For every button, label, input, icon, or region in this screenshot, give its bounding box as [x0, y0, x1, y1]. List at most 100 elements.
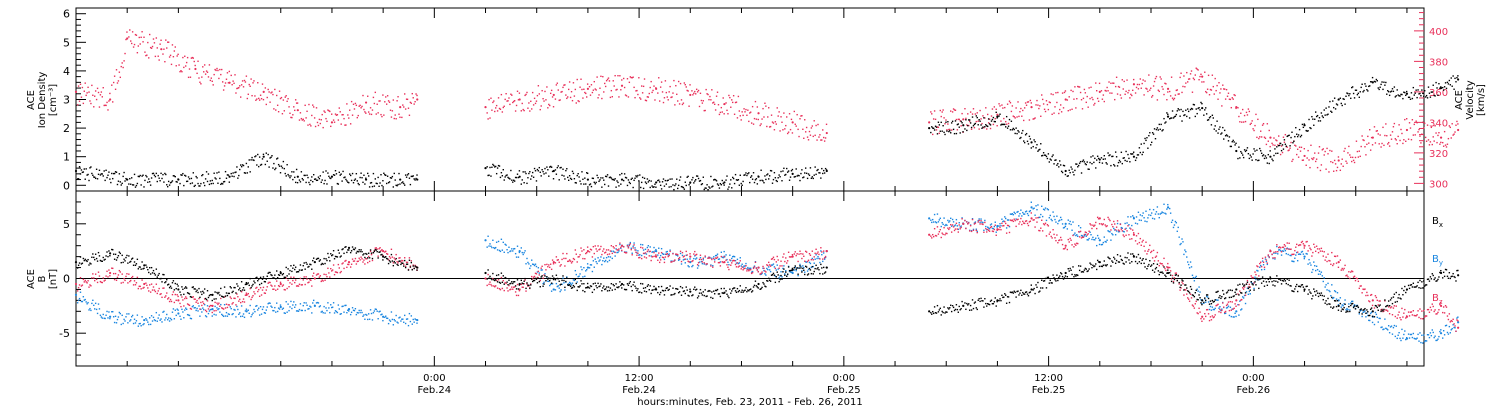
trace-dot-By — [1176, 230, 1178, 233]
trace-dot-density — [711, 186, 713, 188]
trace-dot-velocity — [541, 89, 543, 92]
data-point-density — [296, 175, 299, 178]
trace-dot-By — [942, 223, 944, 226]
trace-dot-Bz — [152, 286, 155, 288]
trace-dot-density — [604, 175, 607, 178]
trace-dot-Bz — [628, 244, 631, 247]
trace-dot-density — [502, 168, 504, 171]
trace-dot-density — [1278, 144, 1281, 147]
trace-dot-By — [251, 314, 253, 316]
trace-dot-By — [411, 323, 413, 325]
trace-dot-Bz — [86, 282, 88, 284]
trace-dot-velocity — [512, 101, 514, 104]
trace-dot-velocity — [1189, 73, 1192, 75]
trace-dot-density — [957, 123, 960, 125]
trace-dot-By — [1260, 264, 1262, 267]
trace-dot-density — [1013, 128, 1015, 131]
trace-dot-By — [1179, 243, 1181, 246]
trace-dot-By — [134, 322, 137, 324]
trace-dot-velocity — [141, 31, 143, 33]
trace-dot-velocity — [559, 99, 561, 101]
trace-dot-By — [1392, 326, 1395, 329]
trace-dot-By — [260, 313, 263, 315]
trace-dot-By — [168, 320, 171, 322]
trace-dot-Bz — [1026, 222, 1029, 225]
trace-dot-velocity — [622, 77, 625, 80]
trace-dot-Bz — [603, 248, 605, 250]
data-point-velocity — [1235, 106, 1238, 109]
trace-dot-Bz — [594, 245, 596, 247]
trace-dot-Bz — [367, 255, 370, 258]
trace-dot-velocity — [521, 102, 523, 105]
trace-dot-Bz — [339, 271, 341, 274]
trace-dot-density — [332, 174, 335, 176]
trace-dot-velocity — [264, 87, 267, 89]
trace-dot-By — [808, 261, 811, 264]
trace-dot-velocity — [1081, 108, 1084, 110]
trace-dot-By — [1016, 211, 1018, 213]
trace-dot-Bz — [683, 255, 686, 257]
trace-dot-density — [691, 179, 693, 181]
trace-dot-Bz — [1060, 239, 1063, 241]
trace-dot-By — [941, 221, 943, 224]
trace-dot-density — [527, 177, 529, 179]
trace-dot-By — [513, 247, 516, 250]
trace-dot-By — [205, 316, 208, 318]
trace-dot-density — [416, 174, 418, 176]
trace-dot-velocity — [764, 102, 766, 104]
trace-dot-By — [151, 320, 154, 322]
trace-dot-By — [1401, 328, 1403, 331]
trace-dot-density — [385, 174, 387, 177]
trace-dot-density — [573, 177, 576, 180]
trace-dot-Bz — [615, 245, 617, 247]
trace-dot-By — [512, 250, 514, 252]
trace-dot-Bz — [939, 228, 941, 231]
trace-dot-Bz — [1002, 225, 1004, 227]
trace-dot-density — [139, 174, 141, 177]
trace-dot-Bz — [348, 263, 350, 266]
trace-dot-density — [180, 174, 182, 176]
trace-dot-Bz — [211, 311, 213, 314]
trace-dot-Bz — [752, 267, 755, 270]
trace-dot-velocity — [731, 101, 734, 104]
trace-dot-density — [96, 178, 99, 180]
trace-dot-Bz — [510, 288, 512, 290]
trace-dot-Bz — [698, 258, 701, 261]
trace-dot-velocity — [1056, 101, 1058, 104]
trace-dot-density — [1232, 139, 1234, 142]
trace-dot-velocity — [1045, 100, 1048, 102]
trace-dot-Bz — [133, 280, 136, 282]
trace-dot-By — [374, 308, 377, 310]
series-velocity — [74, 29, 1460, 173]
trace-dot-Bz — [1212, 316, 1215, 319]
trace-dot-Bz — [1077, 231, 1080, 233]
trace-dot-density — [1153, 128, 1156, 130]
trace-dot-Bz — [358, 257, 360, 259]
trace-dot-velocity — [362, 94, 364, 97]
trace-dot-Bz — [644, 252, 647, 254]
trace-dot-Bz — [768, 261, 770, 264]
trace-dot-density — [1410, 92, 1413, 94]
trace-dot-By — [295, 310, 298, 312]
trace-dot-By — [112, 316, 115, 318]
trace-dot-By — [223, 303, 226, 306]
trace-dot-density — [334, 169, 337, 172]
trace-dot-velocity — [411, 92, 413, 95]
trace-dot-density — [1374, 81, 1377, 83]
trace-dot-density — [1311, 115, 1313, 118]
trace-dot-By — [181, 308, 183, 311]
trace-dot-Bz — [952, 226, 955, 228]
trace-dot-By — [1342, 305, 1344, 307]
trace-dot-By — [738, 262, 741, 264]
trace-dot-velocity — [402, 104, 404, 106]
trace-dot-velocity — [517, 99, 520, 101]
trace-dot-By — [1432, 331, 1434, 334]
trace-dot-By — [590, 264, 593, 266]
trace-dot-Bz — [991, 230, 994, 232]
trace-dot-velocity — [1437, 134, 1439, 137]
trace-dot-By — [1048, 217, 1051, 219]
trace-dot-Bz — [1189, 293, 1192, 295]
trace-dot-By — [1390, 325, 1393, 327]
trace-dot-Bz — [294, 281, 296, 284]
trace-dot-By — [1410, 333, 1413, 336]
